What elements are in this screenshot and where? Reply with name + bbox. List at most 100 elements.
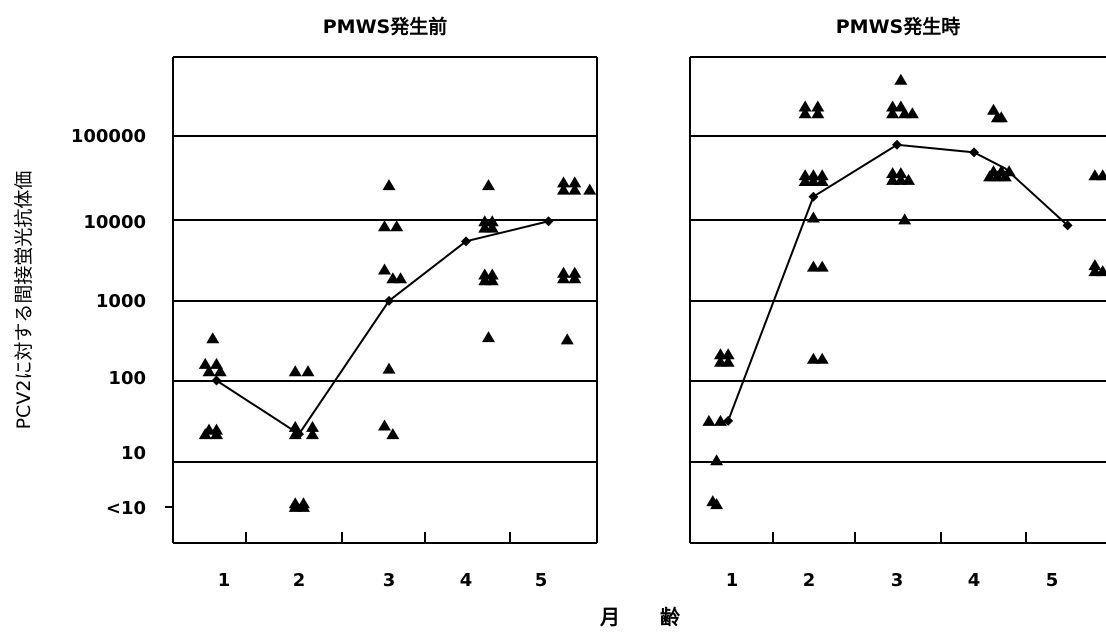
x-tick-label: 3 [383,570,396,591]
data-point-triangle [1088,259,1102,271]
data-point-triangle [485,215,499,227]
chart-title: PMWS発生前 [323,15,447,38]
data-point-triangle [306,420,319,432]
x-tick-label: 3 [891,570,904,591]
data-point-triangle [886,167,900,179]
data-point-triangle [902,173,916,185]
mean-point-diamond [211,375,222,386]
data-point-triangle [288,365,302,377]
data-point-triangle [306,428,319,440]
data-point-triangle [806,169,820,181]
data-point-triangle [886,173,900,185]
x-tick-label: 2 [293,570,306,591]
data-point-triangle [583,183,597,195]
data-point-triangle [485,221,499,233]
data-point-triangle [386,428,400,440]
data-point-triangle [557,272,570,284]
y-tick-label: <10 [106,498,146,519]
x-tick-label: 4 [968,570,981,591]
data-point-triangle [702,414,716,426]
data-point-triangle [815,175,829,187]
data-point-triangle [721,355,735,367]
data-point-triangle [815,352,829,364]
data-point-triangle [568,176,582,188]
mean-line [215,220,549,436]
data-point-triangle [394,272,408,284]
data-point-triangle [557,176,570,188]
mean-point-diamond [969,147,979,158]
data-point-triangle [198,428,212,440]
data-point-triangle [815,260,829,272]
data-point-triangle [210,428,223,440]
data-point-triangle [378,419,391,431]
mean-point-diamond [543,216,554,227]
data-point-triangle [806,175,820,187]
data-point-triangle [994,111,1008,123]
mean-point-diamond [1062,220,1073,231]
data-point-triangle [213,365,227,377]
data-point-triangle [998,170,1012,182]
mean-point-diamond [384,295,394,306]
data-point-triangle [202,365,216,377]
data-point-triangle [905,107,919,119]
x-tick-label: 1 [218,570,231,591]
data-point-triangle [1096,265,1106,277]
data-point-triangle [568,183,582,195]
data-point-triangle [390,220,404,232]
mean-point-diamond [461,236,471,247]
data-point-triangle [485,268,499,280]
data-point-triangle [886,100,900,112]
data-point-triangle [894,167,908,179]
data-point-triangle [482,331,495,343]
y-tick-label: 10 [121,443,146,464]
data-point-triangle [206,332,220,344]
mean-point-diamond [892,139,902,150]
data-point-triangle [987,103,1000,115]
y-tick-label: 10000 [83,212,146,233]
data-point-triangle [710,454,724,466]
data-point-triangle [710,498,724,510]
chart-title: PMWS発生時 [836,15,960,38]
data-point-triangle [378,263,391,275]
data-point-triangle [815,169,829,181]
data-point-triangle [485,274,499,286]
data-point-triangle [806,260,820,272]
y-tick-label: 100 [108,368,146,389]
data-point-triangle [557,183,570,195]
mean-line [727,143,1069,422]
data-point-triangle [568,272,582,284]
data-point-triangle [560,333,574,345]
data-point-triangle [382,362,396,374]
data-point-triangle [806,211,820,223]
data-point-triangle [798,107,812,119]
data-point-triangle [811,107,825,119]
data-point-triangle [798,100,812,112]
x-tick-label: 5 [535,570,548,591]
x-tick-label: 1 [726,570,739,591]
x-tick-label: 2 [803,570,816,591]
data-point-triangle [894,73,908,85]
data-point-triangle [898,213,912,225]
y-tick-label: 100000 [71,126,146,147]
data-point-triangle [798,175,812,187]
data-point-triangle [811,100,825,112]
chart-panel-1: PMWS発生前 <10 10 100 1000 10000 100000 1 2 3 4 5 [71,15,598,591]
data-point-triangle [798,169,812,181]
data-point-triangle [482,179,495,191]
data-point-triangle [713,414,727,426]
data-point-triangle [378,220,391,232]
data-point-triangle [721,348,735,360]
chart-panel-2: PMWS発生時 1 2 3 4 5 [689,15,1106,591]
data-point-triangle [301,365,315,377]
data-point-triangle [886,107,900,119]
mean-point-diamond [294,429,304,440]
data-point-triangle [382,179,396,191]
data-point-triangle [1096,169,1106,181]
data-point-triangle [297,500,310,512]
data-point-triangle [288,500,302,512]
x-axis-label: 月 齢 [599,605,681,629]
data-point-triangle [806,352,820,364]
x-tick-label: 5 [1046,570,1059,591]
mean-point-diamond [723,415,734,426]
